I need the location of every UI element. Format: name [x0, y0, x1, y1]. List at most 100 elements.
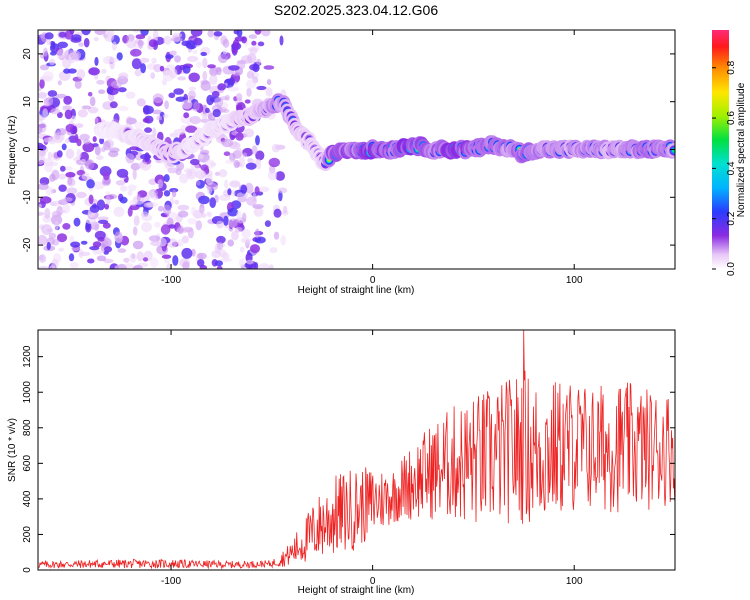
- spectrogram-noise-blob: [220, 257, 232, 263]
- spectrogram-noise-blob: [277, 187, 288, 194]
- spectrogram-noise-blob: [196, 61, 202, 69]
- spectrogram-noise-blob: [38, 266, 49, 269]
- spectrogram-noise-blob: [69, 30, 75, 35]
- spectrogram-noise-blob: [200, 164, 209, 171]
- spectrogram-noise-blob: [201, 58, 208, 68]
- spectrogram-noise-blob: [198, 207, 205, 214]
- spectrogram-noise-blob: [222, 48, 228, 55]
- spectrogram-noise-blob: [222, 108, 230, 113]
- spectrogram-noise-blob: [50, 108, 61, 115]
- spectrogram-noise-blob: [39, 64, 50, 71]
- spectrogram-noise-blob: [65, 172, 76, 178]
- spectrogram-noise-blob: [235, 93, 243, 101]
- spectrogram-noise-blob: [152, 30, 159, 41]
- spectrogram-noise-blob: [240, 237, 252, 243]
- spectrogram-noise-blob: [120, 185, 128, 192]
- spectrogram-noise-blob: [235, 147, 243, 158]
- spectrogram-noise-blob: [236, 192, 249, 199]
- spectrogram-noise-blob: [94, 56, 99, 66]
- spectrogram-noise-blob: [132, 168, 137, 180]
- spectrogram-noise-blob: [69, 261, 79, 269]
- spectrogram-noise-blob: [103, 171, 110, 181]
- spectrogram-noise-blob: [41, 224, 52, 235]
- spectrogram-noise-blob: [163, 204, 172, 216]
- spectrogram-noise-blob: [189, 116, 201, 125]
- spectrogram-noise-blob: [227, 218, 238, 228]
- spectrogram-noise-blob: [164, 100, 170, 110]
- spectrogram-noise-blob: [133, 215, 140, 226]
- spectrogram-x-tick-label: 0: [370, 275, 376, 286]
- spectrogram-noise-blob: [273, 208, 282, 218]
- spectrogram-noise-blob: [240, 184, 248, 194]
- spectrogram-noise-blob: [143, 105, 154, 115]
- spectrogram-noise-blob: [252, 204, 264, 209]
- spectrogram-noise-blob: [134, 69, 142, 77]
- spectrogram-noise-blob: [132, 30, 141, 33]
- spectrogram-noise-blob: [141, 211, 149, 218]
- spectrogram-noise-blob: [219, 96, 229, 101]
- spectrogram-noise-blob: [96, 155, 104, 161]
- spectrogram-noise-blob: [244, 182, 254, 194]
- spectrogram-noise-blob: [129, 199, 138, 206]
- spectrogram-noise-blob: [63, 95, 73, 105]
- spectrogram-noise-blob: [76, 148, 82, 160]
- spectrogram-noise-blob: [94, 117, 99, 123]
- spectrogram-noise-blob: [249, 47, 258, 55]
- spectrogram-noise-blob: [61, 203, 71, 214]
- spectrogram-noise-blob: [62, 223, 71, 230]
- spectrogram-noise-blob: [138, 39, 144, 50]
- spectrogram-noise-blob: [255, 150, 265, 161]
- spectrogram-noise-blob: [97, 216, 109, 221]
- spectrogram-noise-blob: [152, 93, 164, 104]
- spectrogram-noise-blob: [224, 179, 229, 189]
- spectrogram-noise-blob: [92, 136, 97, 143]
- snr-marks: [38, 330, 675, 570]
- spectrogram-y-tick-label: -10: [22, 190, 33, 205]
- spectrogram-noise-blob: [134, 121, 145, 129]
- spectrogram-noise-blob: [74, 80, 82, 89]
- spectrogram-noise-blob: [132, 240, 144, 250]
- colorbar-tick-label: 0.4: [726, 161, 737, 175]
- spectrogram-noise-blob: [231, 230, 239, 241]
- spectrogram-noise-blob: [173, 128, 186, 135]
- spectrogram-noise-blob: [258, 186, 270, 193]
- spectrogram-noise-blob: [108, 150, 119, 158]
- spectrogram-noise-blob: [67, 68, 77, 74]
- spectrogram-noise-blob: [58, 184, 67, 192]
- snr-y-tick-label: 1000: [22, 381, 33, 404]
- spectrogram-noise-blob: [263, 65, 275, 70]
- spectrogram-noise-blob: [257, 41, 265, 47]
- spectrogram-noise-blob: [48, 135, 57, 145]
- spectrogram-noise-blob: [159, 65, 165, 72]
- spectrogram-noise-blob: [105, 191, 111, 196]
- spectrogram-noise-blob: [96, 255, 107, 262]
- spectrogram-noise-blob: [88, 194, 94, 205]
- spectrogram-noise-blob: [172, 255, 179, 266]
- spectrogram-noise-blob: [182, 261, 190, 269]
- spectrogram-noise-blob: [183, 112, 190, 119]
- spectrogram-noise-blob: [116, 263, 127, 269]
- spectrogram-noise-blob: [239, 246, 245, 253]
- spectrogram-noise-blob: [104, 246, 113, 253]
- spectrogram-noise-blob: [109, 101, 118, 109]
- spectrogram-noise-blob: [46, 39, 52, 46]
- spectrogram-noise-blob: [118, 72, 129, 79]
- spectrogram-noise-blob: [107, 57, 119, 63]
- spectrogram-noise-blob: [152, 109, 162, 115]
- spectrogram-noise-blob: [205, 107, 210, 114]
- spectrogram-noise-blob: [113, 206, 125, 217]
- spectrogram-y-tick-label: 10: [22, 96, 33, 108]
- spectrogram-noise-blob: [254, 30, 262, 35]
- spectrogram-noise-blob: [144, 127, 153, 133]
- spectrogram-noise-blob: [129, 204, 140, 211]
- spectrogram-noise-blob: [228, 65, 240, 71]
- spectrogram-noise-blob: [261, 30, 271, 37]
- spectrogram-noise-blob: [158, 237, 167, 247]
- spectrogram-noise-blob: [148, 39, 158, 48]
- spectrogram-noise-blob: [49, 58, 56, 66]
- spectrogram-noise-blob: [175, 168, 182, 176]
- snr-y-tick-label: 400: [22, 490, 33, 507]
- spectrogram-noise-blob: [216, 66, 222, 76]
- spectrogram-noise-blob: [140, 63, 147, 74]
- spectrogram-noise-blob: [181, 99, 193, 110]
